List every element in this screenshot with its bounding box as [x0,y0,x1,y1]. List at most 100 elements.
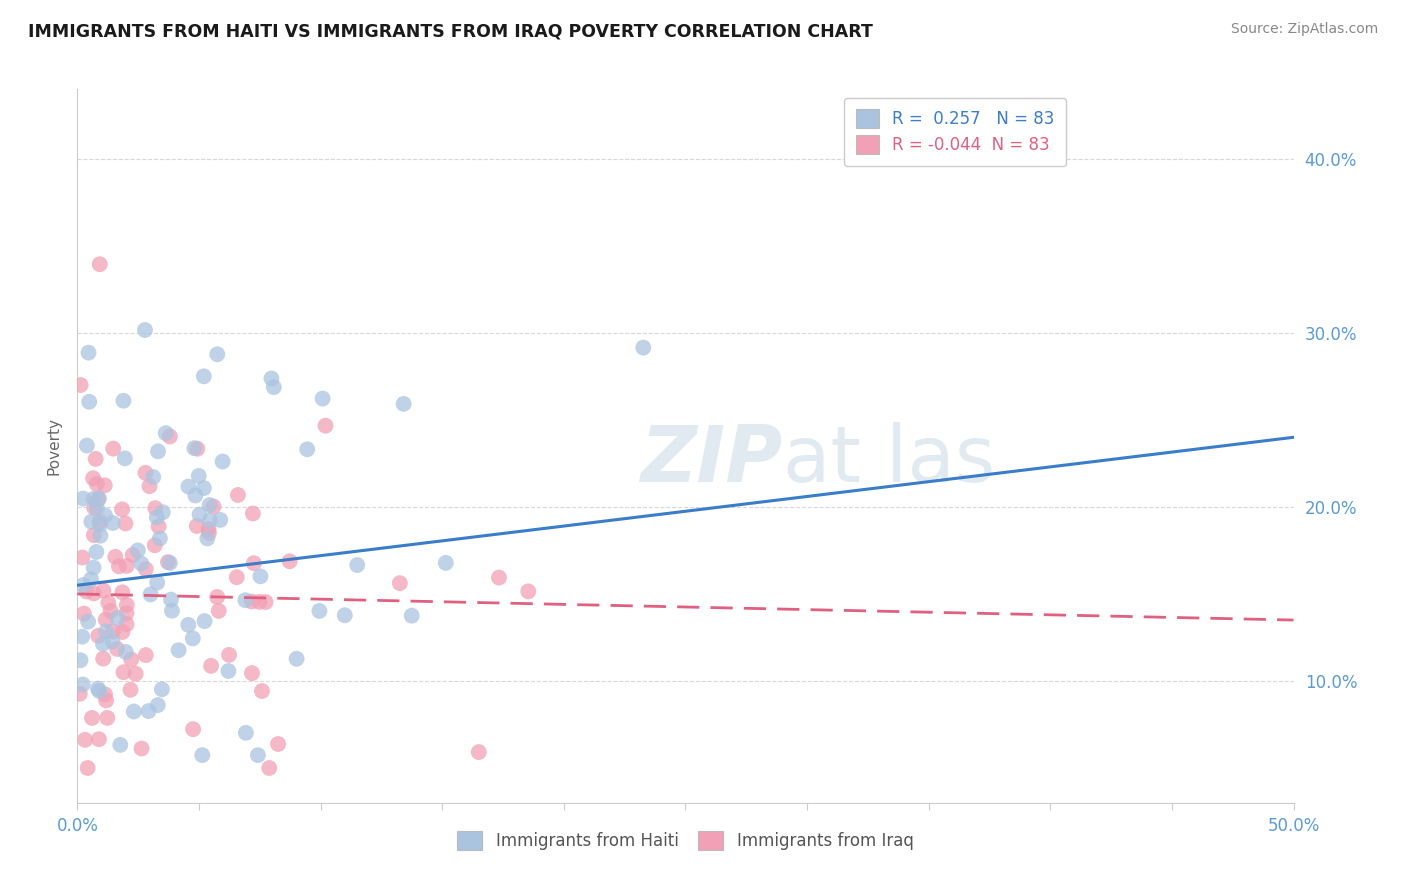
Point [73,607,96,621]
Point [75,732,97,747]
Point [77,615,100,629]
Point [82,471,104,485]
Point [434,556,457,570]
Point [488,571,510,585]
Point [122,705,145,719]
Point [225,570,247,584]
Point [193,481,215,495]
Point [250,684,273,698]
Point [205,590,228,604]
Point [191,748,214,763]
Point [139,587,162,601]
Point [87,681,110,696]
Point [94,478,117,492]
Point [208,604,231,618]
Point [263,380,285,394]
Point [311,392,333,406]
Point [243,556,266,570]
Point [211,454,233,468]
Point [70,630,93,644]
Text: at las: at las [783,422,995,499]
Point [80,515,103,529]
Point [101,634,124,648]
Point [143,538,166,552]
Point [148,519,170,533]
Point [267,737,290,751]
Point [254,595,277,609]
Point [392,397,415,411]
Point [184,488,207,502]
Point [120,682,142,697]
Point [138,479,160,493]
Point [87,629,110,643]
Point [257,761,280,775]
Point [112,393,135,408]
Point [209,513,232,527]
Point [146,575,169,590]
Point [146,510,169,524]
Point [94,508,117,523]
Point [94,613,117,627]
Point [188,508,211,522]
Point [86,545,108,559]
Point [197,522,219,536]
Point [89,257,111,271]
Point [235,726,257,740]
Point [346,558,368,572]
Point [181,722,204,736]
Point [308,604,330,618]
Point [200,658,222,673]
Point [195,532,218,546]
Point [134,466,156,480]
Point [91,637,114,651]
Point [177,479,200,493]
Point [114,645,136,659]
Text: IMMIGRANTS FROM HAITI VS IMMIGRANTS FROM IRAQ POVERTY CORRELATION CHART: IMMIGRANTS FROM HAITI VS IMMIGRANTS FROM… [28,22,873,40]
Point [156,555,179,569]
Point [115,617,138,632]
Point [115,598,138,612]
Point [72,578,94,592]
Point [142,470,165,484]
Point [89,517,111,532]
Point [167,643,190,657]
Point [297,442,319,457]
Point [114,516,136,531]
Point [160,604,183,618]
Point [187,469,209,483]
Point [83,528,105,542]
Point [143,501,166,516]
Point [107,611,129,625]
Point [401,608,423,623]
Point [198,514,221,528]
Point [240,594,263,608]
Y-axis label: Poverty: Poverty [46,417,62,475]
Point [218,648,240,662]
Point [240,666,263,681]
Point [120,652,142,666]
Point [242,507,264,521]
Point [103,442,125,456]
Point [108,559,131,574]
Point [89,529,111,543]
Point [150,682,173,697]
Point [77,394,100,409]
Point [105,642,128,657]
Point [198,498,221,512]
Point [96,624,118,639]
Point [159,429,181,443]
Point [217,664,239,678]
Point [89,515,111,529]
Point [333,608,356,623]
Point [76,438,98,452]
Point [186,442,208,456]
Point [86,477,108,491]
Point [75,584,97,599]
Point [226,488,249,502]
Point [155,426,177,441]
Point [83,560,105,574]
Point [101,624,124,639]
Point [249,595,271,609]
Point [198,526,221,541]
Point [112,665,135,680]
